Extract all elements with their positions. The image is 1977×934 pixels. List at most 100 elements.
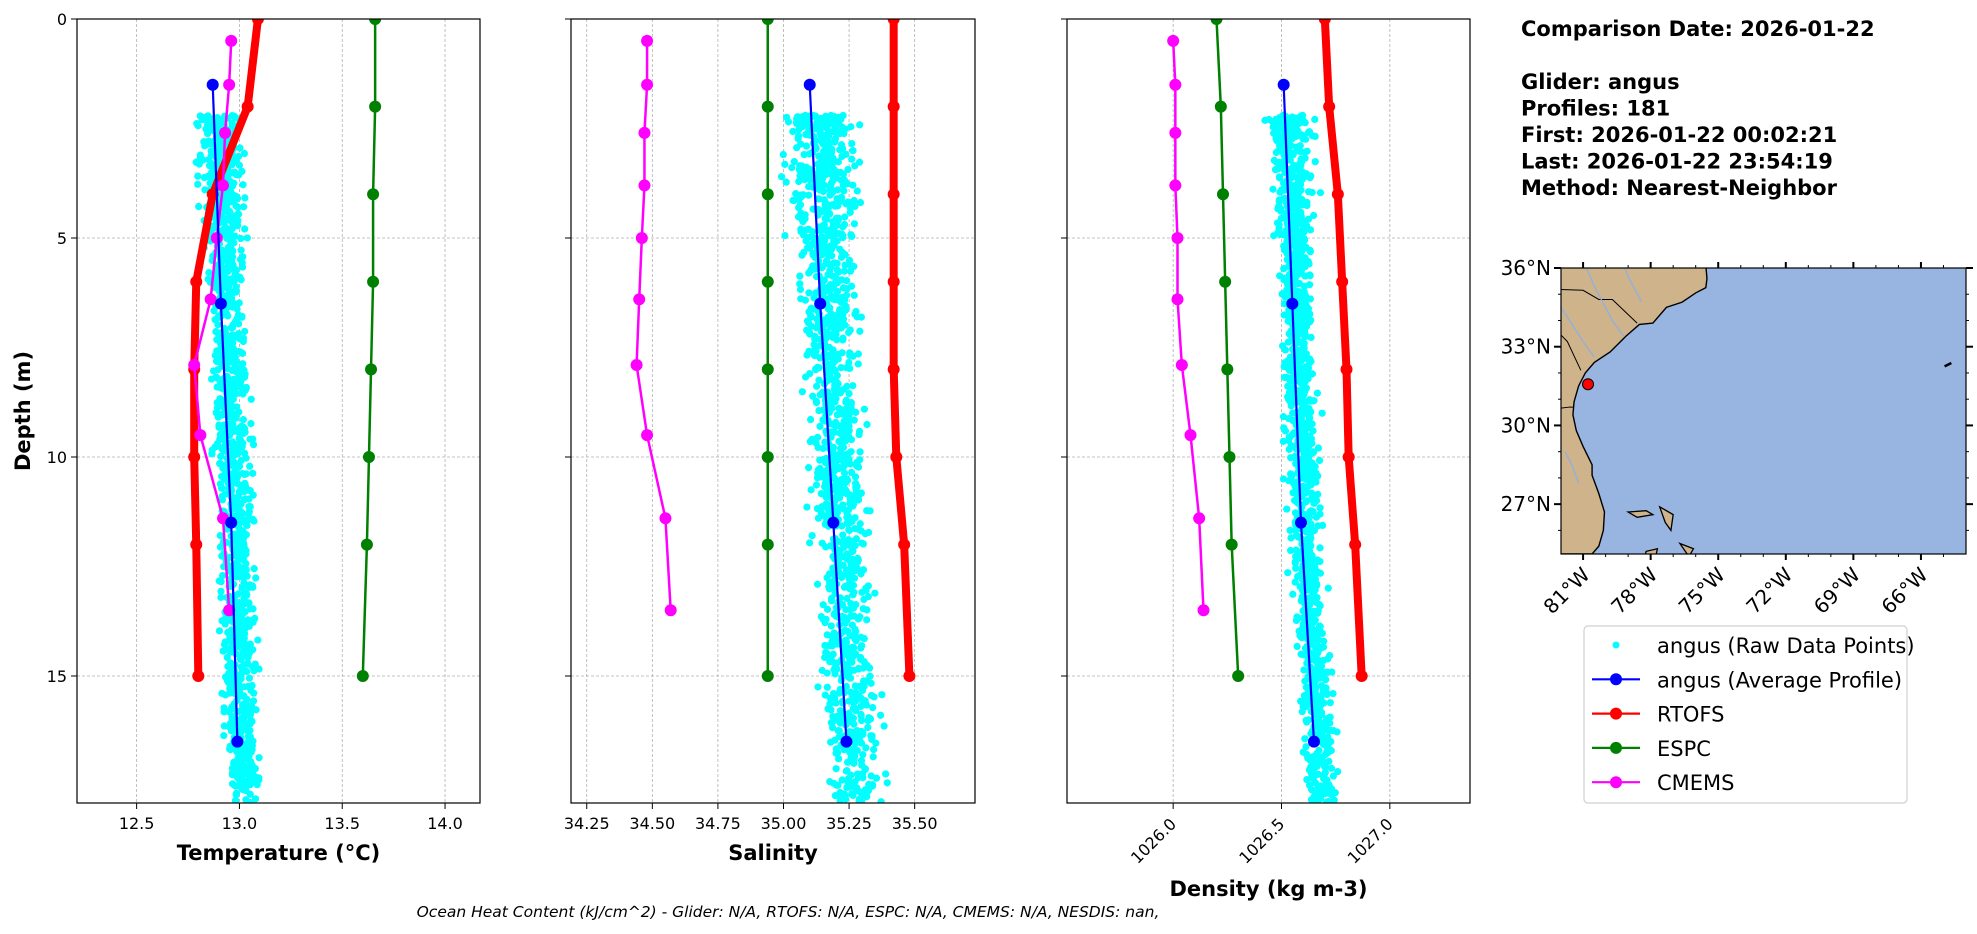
raw-data-point [1307,520,1315,528]
raw-data-point [832,781,841,789]
series-marker-rtofs [190,275,203,288]
raw-data-point [1298,634,1306,642]
raw-data-point [250,565,258,573]
lon-tick-label: 69°W [1809,562,1865,618]
raw-data-point [194,172,202,180]
raw-data-point [1286,433,1294,441]
raw-data-point [1322,676,1330,684]
series-line-average [211,84,239,742]
raw-data-point [817,613,825,621]
raw-data-point [224,169,233,177]
info-line: Last: 2026-01-22 23:54:19 [1521,150,1833,174]
raw-data-point [846,267,855,275]
raw-data-point [821,653,829,662]
raw-data-point [225,247,233,255]
raw-data-point [882,770,890,778]
axes-frame [1066,18,1471,804]
series-marker-espc [761,275,774,288]
raw-data-point [254,636,262,644]
raw-data-point [234,443,242,451]
raw-data-point [799,122,807,131]
series-marker-rtofs [251,19,264,25]
series-marker-espc [761,669,774,682]
raw-data-point [1311,115,1319,124]
panel-2: 34.25 34.50 34.75 35.00 35.25 35.50 Salinity [564,18,976,865]
series-marker-cmems [1171,293,1184,306]
series-line-cmems [192,40,233,611]
raw-data-point [1313,635,1321,643]
raw-data-point [1311,560,1319,568]
raw-data-point [1313,389,1321,397]
raw-data-point [234,480,242,488]
raw-data-point [835,437,843,446]
raw-data-point [234,152,243,161]
raw-data-point [1299,620,1308,628]
raw-data-point [847,612,855,620]
raw-data-point [245,736,253,744]
raw-data-point [794,132,803,140]
raw-data-point [788,163,796,172]
raw-data-point [1295,287,1303,296]
raw-data-point [818,138,826,147]
raw-data-point [1289,190,1297,198]
raw-data-point [864,787,872,795]
series-marker-cmems [1193,512,1206,525]
raw-data-point [841,261,849,269]
raw-data-point [1276,188,1284,196]
raw-data-point [852,485,860,493]
x-tick-label: 13.0 [222,814,258,833]
lat-tick-label: 33°N [1501,335,1551,359]
raw-data-point [1312,771,1320,779]
raw-data-point [246,462,254,470]
lon-tick-label: 66°W [1876,562,1932,618]
raw-data-point [817,169,825,177]
lat-tick-label: 30°N [1501,413,1551,437]
raw-data-point [242,550,250,558]
raw-data-point [837,364,845,372]
raw-data-point [213,282,221,290]
raw-data-point [1306,272,1314,280]
raw-data-point [1301,735,1309,743]
raw-data-point [848,198,856,206]
raw-data-point [240,149,248,158]
series-marker-average [1277,78,1290,91]
info-line: Profiles: 181 [1521,97,1670,121]
raw-data-point [862,701,871,709]
raw-data-point [195,202,203,211]
raw-data-point [1311,571,1319,579]
raw-data-point [840,220,849,229]
raw-data-point [825,319,833,327]
raw-data-point [863,420,871,429]
raw-data-point [1274,158,1283,166]
raw-data-point [831,378,839,386]
raw-data-point [817,468,825,476]
raw-data-point [778,173,786,181]
raw-data-point [806,437,814,446]
series-marker-cmems [204,293,217,306]
raw-data-point [1298,258,1306,267]
raw-data-point [234,203,242,212]
raw-data-point [1309,508,1317,516]
raw-data-point [233,632,242,640]
ocean-heat-content-footer: Ocean Heat Content (kJ/cm^2) - Glider: N… [417,903,1160,921]
raw-data-point [235,462,244,470]
state-border [1561,288,1638,324]
raw-data-point [843,285,851,293]
raw-data-point [839,111,847,120]
raw-data-point [814,683,822,691]
raw-data-point [1308,613,1317,621]
raw-data-point [832,749,840,757]
raw-data-point [214,330,223,338]
series-marker-espc [367,275,380,288]
raw-data-point [812,382,821,390]
raw-data-point [1282,227,1290,235]
raw-data-point [862,584,870,592]
raw-data-point [230,759,239,767]
raw-data-point [233,624,242,632]
x-tick-label: 35.50 [892,814,938,833]
raw-data-point [1312,598,1320,606]
raw-data-point [848,621,856,629]
raw-data-point [1282,358,1291,366]
raw-data-point [853,187,861,195]
series-line-espc [361,19,377,677]
